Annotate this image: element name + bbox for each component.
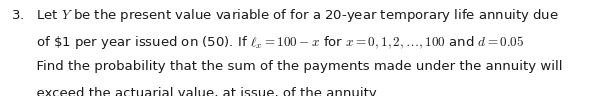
Text: of \$1 per year issued on (50). If $\ell_x = 100 - x$ for $x = 0, 1, 2, \ldots, : of \$1 per year issued on (50). If $\ell… [11, 34, 525, 51]
Text: Find the probability that the sum of the payments made under the annuity will: Find the probability that the sum of the… [11, 60, 563, 73]
Text: exceed the actuarial value, at issue, of the annuity.: exceed the actuarial value, at issue, of… [11, 87, 379, 96]
Text: 3.   Let $Y$ be the present value variable of for a 20-year temporary life annui: 3. Let $Y$ be the present value variable… [11, 7, 558, 24]
